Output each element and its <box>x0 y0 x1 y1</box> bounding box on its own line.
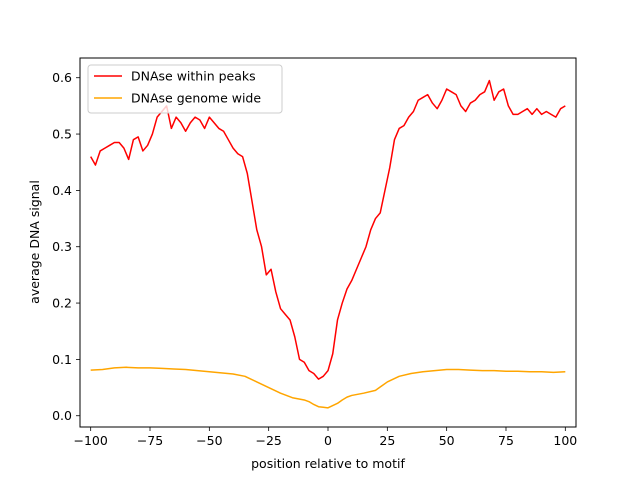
y-axis-label: average DNA signal <box>27 180 42 304</box>
y-axis: 0.0 0.1 0.2 0.3 0.4 0.5 0.6 <box>52 70 80 423</box>
plot-background <box>80 58 576 427</box>
x-tick-label: 50 <box>439 433 455 448</box>
legend: DNAse within peaks DNAse genome wide <box>87 64 283 114</box>
x-axis-label: position relative to motif <box>251 456 405 471</box>
series-line-1 <box>90 79 566 380</box>
x-tick-label: −50 <box>196 433 222 448</box>
x-tick-label: −75 <box>137 433 163 448</box>
legend-label-2: DNAse genome wide <box>131 91 261 106</box>
y-tick-label: 0.4 <box>52 183 72 198</box>
x-tick-label: −100 <box>74 433 108 448</box>
x-tick-label: −25 <box>255 433 281 448</box>
y-tick-label: 0.3 <box>52 239 72 254</box>
y-tick-label: 0.1 <box>52 352 72 367</box>
y-tick-label: 0.6 <box>52 70 72 85</box>
x-tick-label: 100 <box>553 433 577 448</box>
x-tick-label: 25 <box>379 433 395 448</box>
legend-label-1: DNAse within peaks <box>131 69 256 84</box>
x-tick-label: 75 <box>498 433 514 448</box>
x-tick-label: 0 <box>324 433 332 448</box>
legend-box <box>87 64 283 114</box>
y-tick-label: 0.5 <box>52 127 72 142</box>
x-axis: −100 −75 −50 −25 0 25 50 75 100 <box>74 427 577 448</box>
series-layer <box>90 79 566 409</box>
series-line-2 <box>90 366 566 409</box>
y-tick-label: 0.0 <box>52 408 72 423</box>
y-tick-label: 0.2 <box>52 296 72 311</box>
